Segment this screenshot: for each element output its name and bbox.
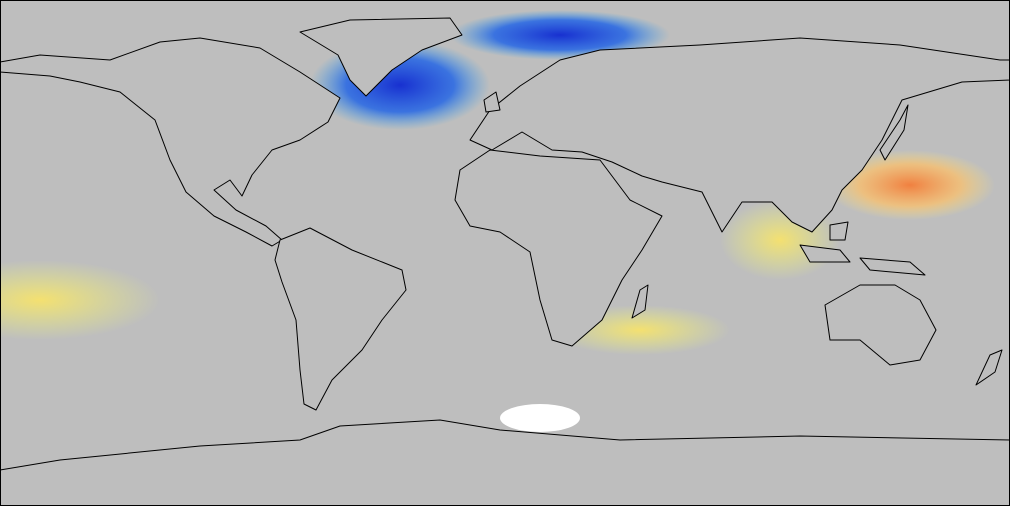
pacific-warm bbox=[0, 260, 160, 340]
arctic-anomaly bbox=[450, 10, 670, 60]
indonesia bbox=[799, 221, 926, 276]
greenland bbox=[299, 17, 463, 97]
japan bbox=[879, 104, 909, 161]
north-america bbox=[0, 37, 341, 247]
weddell-white bbox=[500, 404, 580, 432]
british-isles bbox=[483, 91, 501, 113]
australia bbox=[824, 284, 937, 366]
kuroshio-anomaly bbox=[825, 150, 995, 220]
madagascar bbox=[631, 284, 649, 319]
eurasia bbox=[469, 37, 1010, 233]
south-america bbox=[274, 227, 407, 411]
new-zealand bbox=[975, 349, 1003, 386]
africa bbox=[454, 149, 663, 347]
antarctica bbox=[0, 419, 1010, 506]
